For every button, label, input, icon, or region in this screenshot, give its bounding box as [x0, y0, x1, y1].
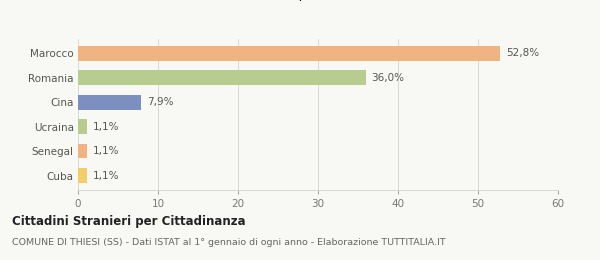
Text: 7,9%: 7,9%	[147, 97, 173, 107]
Bar	[78, 46, 500, 61]
Bar	[78, 70, 366, 85]
Text: 52,8%: 52,8%	[506, 48, 539, 58]
Bar	[78, 144, 87, 158]
Bar	[78, 95, 141, 109]
Text: COMUNE DI THIESI (SS) - Dati ISTAT al 1° gennaio di ogni anno - Elaborazione TUT: COMUNE DI THIESI (SS) - Dati ISTAT al 1°…	[12, 238, 446, 247]
Text: 1,1%: 1,1%	[92, 146, 119, 156]
Text: Cittadini Stranieri per Cittadinanza: Cittadini Stranieri per Cittadinanza	[12, 214, 245, 228]
Text: 1,1%: 1,1%	[92, 122, 119, 132]
Bar	[78, 119, 87, 134]
Legend: Africa, Europa, Asia, America: Africa, Europa, Asia, America	[175, 0, 461, 1]
Text: 1,1%: 1,1%	[92, 171, 119, 181]
Text: 36,0%: 36,0%	[371, 73, 404, 83]
Bar	[78, 168, 87, 183]
